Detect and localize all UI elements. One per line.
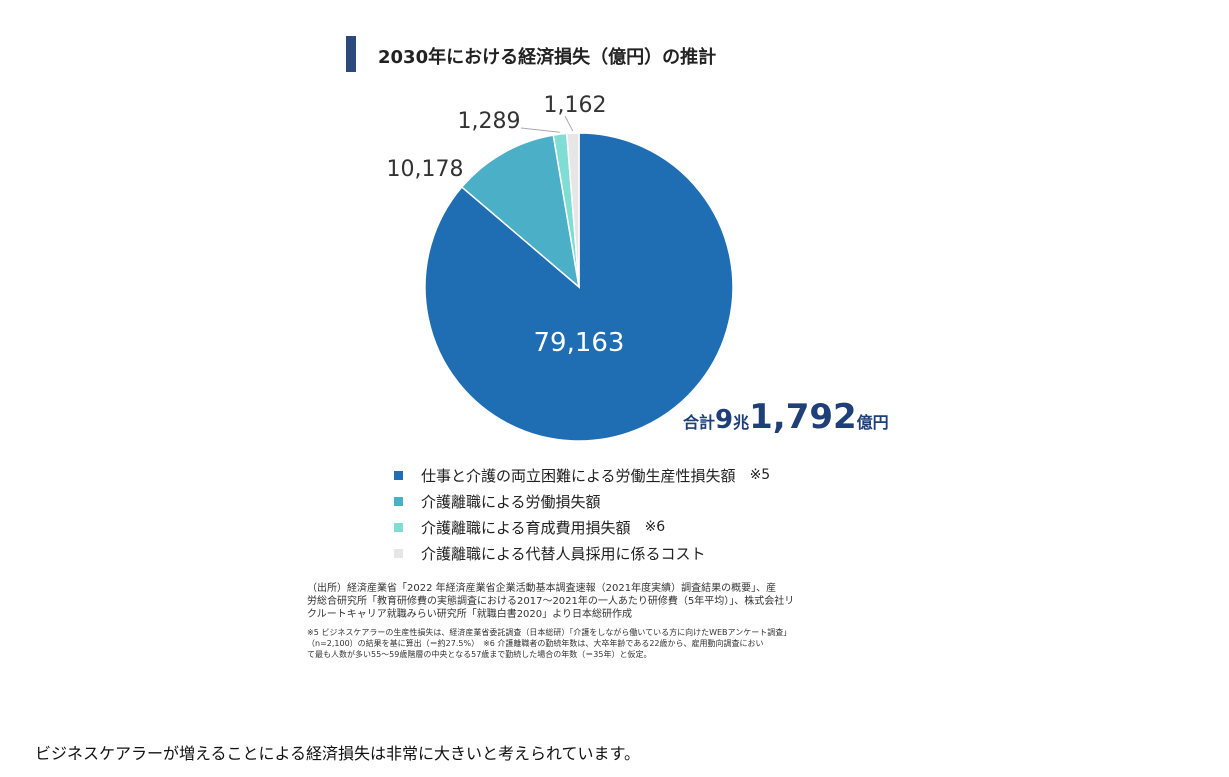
legend-item: 仕事と介護の両立困難による労働生産性損失額 ※5 [394, 462, 770, 488]
footnote-line: ※5 ビジネスケアラーの生産性損失は、経済産業省委託調査（日本総研）「介護をしな… [307, 628, 792, 637]
legend-label: 介護離職による育成費用損失額 [421, 518, 631, 537]
legend-label: 仕事と介護の両立困難による労働生産性損失額 [421, 466, 736, 485]
footnotes: ※5 ビジネスケアラーの生産性損失は、経済産業省委託調査（日本総研）「介護をしな… [307, 627, 897, 660]
legend-label: 介護離職による代替人員採用に係るコスト [421, 544, 706, 563]
total-prefix: 合計 [683, 413, 716, 432]
data-label: 1,289 [458, 109, 521, 134]
source-line: 労総合研究所「教育研修費の実態調査における2017～2021年の一人あたり研修費… [307, 596, 795, 607]
source-line: クルートキャリア就職みらい研究所「就職白書2020」より日本総研作成 [307, 609, 632, 620]
legend-swatch [394, 522, 403, 532]
legend-swatch [394, 548, 403, 558]
legend-label: 介護離職による労働損失額 [421, 492, 601, 511]
leader-lines [520, 115, 574, 133]
pie-slices [424, 132, 734, 442]
legend-note: ※6 [644, 519, 666, 535]
legend-swatch [394, 470, 403, 480]
data-label: 79,163 [534, 328, 625, 358]
footnote-line: （n=2,100）の結果を基に算出（＝約27.5%） ※6 介護離職者の勤続年数… [307, 639, 764, 648]
legend-item: 介護離職による代替人員採用に係るコスト [394, 540, 770, 566]
source-note: （出所）経済産業省「2022 年経済産業省企業活動基本調査速報（2021年度実績… [307, 582, 897, 621]
title-accent-bar [346, 36, 356, 72]
footnote-line: て最も人数が多い55～59歳階層の中央となる57歳まで勤続した場合の年数（＝35… [307, 650, 652, 659]
total-trillion: 9 [715, 405, 734, 435]
legend-item: 介護離職による労働損失額 [394, 488, 770, 514]
total-amount: 合計9兆1,792億円 [683, 400, 889, 434]
legend-swatch [394, 496, 403, 506]
legend: 仕事と介護の両立困難による労働生産性損失額 ※5 介護離職による労働損失額 介護… [394, 462, 770, 566]
pie-slice [565, 132, 580, 288]
data-label: 1,162 [544, 93, 607, 118]
total-trillion-unit: 兆 [733, 413, 750, 432]
data-label: 10,178 [387, 157, 464, 182]
source-line: （出所）経済産業省「2022 年経済産業省企業活動基本調査速報（2021年度実績… [307, 583, 777, 594]
leader-line [564, 115, 574, 132]
legend-note: ※5 [749, 467, 771, 483]
body-caption: ビジネスケアラーが増えることによる経済損失は非常に大きいと考えられています。 [35, 744, 640, 763]
pie-slice [460, 134, 581, 289]
total-rest-unit: 億円 [856, 413, 889, 432]
data-labels: 79,163 10,178 1,289 1,162 [387, 93, 625, 358]
leader-line [520, 127, 560, 133]
legend-item: 介護離職による育成費用損失額 ※6 [394, 514, 770, 540]
total-rest: 1,792 [749, 397, 857, 437]
chart-title: 2030年における経済損失（億円）の推計 [378, 47, 717, 68]
